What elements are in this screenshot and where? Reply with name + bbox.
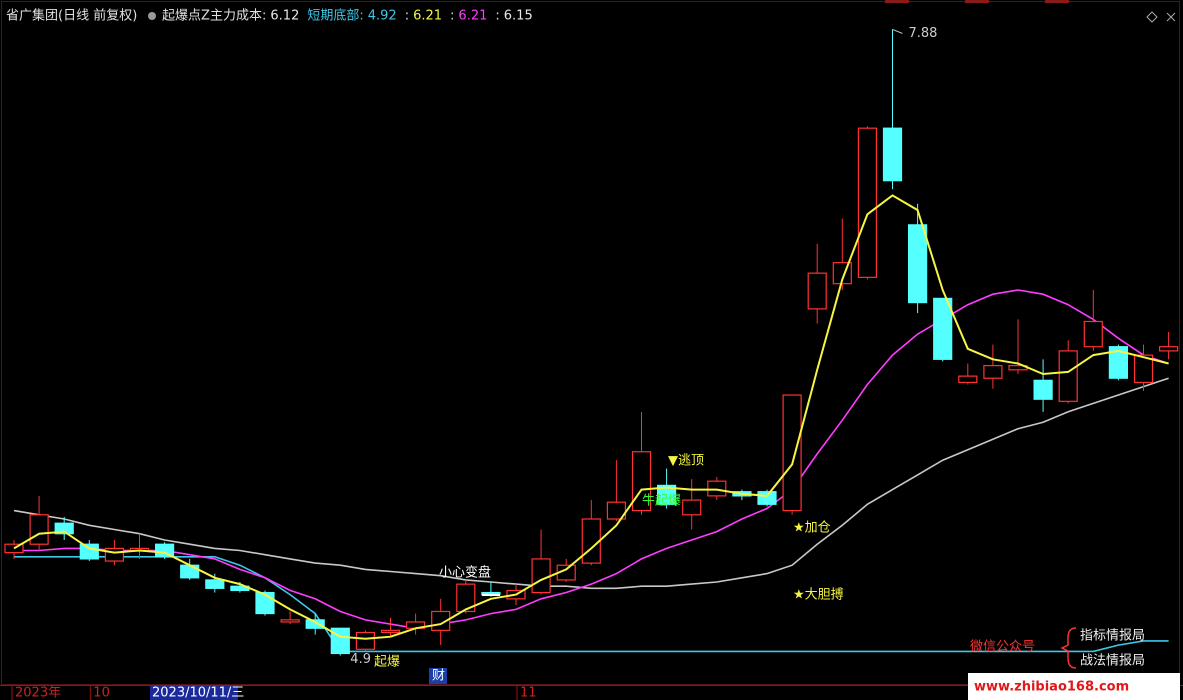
candle-body — [305, 619, 325, 629]
candle-body — [155, 543, 175, 558]
url-bg — [968, 673, 1180, 700]
header: 省广集团(日线 前复权) 起爆点Z 主力成本: 6.12 短期底部: 4.92:6.2… — [6, 8, 533, 24]
candle-body — [54, 522, 74, 535]
candle-body — [983, 365, 1003, 379]
watermark-line: 战法情报局 — [1080, 654, 1145, 669]
signal-label: 财 — [432, 669, 445, 684]
x-tick-label: 11 — [520, 686, 537, 700]
candle-body — [782, 394, 802, 512]
signal-label: 起爆 — [374, 655, 400, 670]
legend-value: 6.15 — [504, 9, 533, 24]
candle-body — [380, 629, 401, 634]
candle-body — [104, 547, 125, 562]
candle-body — [807, 272, 827, 310]
candle-body — [456, 583, 476, 613]
candle-body — [933, 297, 953, 360]
signal-label: 牛起爆 — [642, 494, 681, 509]
top-tab — [885, 0, 909, 3]
watermark-url: www.zhibiao168.com — [974, 680, 1129, 695]
legend-name: : — [405, 9, 409, 24]
x-axis-bar — [0, 685, 1183, 700]
signal-label: ▼逃顶 — [668, 454, 704, 469]
indicator-line — [13, 377, 1169, 590]
frame — [1, 1, 1180, 685]
x-tick-label: 2023年 — [15, 686, 61, 700]
candle-body — [280, 619, 300, 623]
signal-label: ★加仓 — [793, 521, 831, 536]
watermark-label: 微信公众号 — [970, 640, 1035, 655]
legend-value: 4.92 — [368, 9, 397, 24]
candle-body — [29, 514, 49, 545]
candle-body — [707, 480, 727, 497]
indicator-line — [13, 194, 1169, 640]
candle-body — [1033, 379, 1053, 400]
legend-name: 短期底部: — [307, 8, 363, 24]
candle-body — [581, 518, 601, 564]
candle-body — [355, 631, 375, 650]
badge-bg — [429, 668, 447, 684]
icon-close[interactable] — [1166, 12, 1176, 22]
candle-body — [882, 127, 903, 182]
top-tab — [1045, 0, 1069, 3]
date-highlight — [150, 686, 238, 700]
signal-label: 小心变盘 — [439, 565, 491, 581]
legend-name: : — [450, 9, 454, 24]
low-label: 4.9 — [350, 652, 371, 667]
legend-value: 6.12 — [270, 9, 299, 24]
x-tick-label: 2023/10/11/三 — [152, 686, 244, 700]
high-label: 7.88 — [909, 26, 938, 41]
x-tick-label: 10 — [93, 686, 110, 700]
candle-body — [757, 491, 777, 505]
candle-body — [1133, 354, 1154, 384]
candle-body — [1108, 346, 1129, 379]
candle-body — [531, 558, 551, 594]
indicator-name: 起爆点Z — [162, 9, 210, 24]
indicator-line — [14, 289, 1169, 630]
brace — [1060, 627, 1077, 669]
watermark-line: 指标情报局 — [1080, 629, 1145, 644]
candle-body — [205, 579, 225, 589]
candle-body — [857, 127, 878, 278]
candle-body — [656, 484, 677, 505]
candle-body — [907, 224, 928, 304]
leader-line — [892, 28, 903, 34]
legend-value: 6.21 — [458, 9, 487, 24]
legend-name: : — [495, 9, 499, 24]
candle-body — [1083, 320, 1103, 348]
legend-value: 6.21 — [413, 9, 442, 24]
signal-label: ★大胆搏 — [793, 587, 844, 603]
candle-body — [958, 375, 978, 384]
candle-body — [4, 543, 24, 554]
icon-diamond[interactable] — [1146, 11, 1158, 23]
candle-body — [180, 564, 200, 579]
candle-body — [682, 499, 702, 516]
candle-body — [79, 543, 99, 560]
top-tab — [965, 0, 989, 3]
stock-title: 省广集团(日线 前复权) — [6, 8, 137, 24]
candle-body — [1158, 346, 1179, 352]
indicator-dot — [148, 12, 156, 20]
candle-body — [606, 501, 627, 520]
legend-name: 主力成本: — [210, 9, 266, 24]
candle-body — [1058, 350, 1078, 402]
